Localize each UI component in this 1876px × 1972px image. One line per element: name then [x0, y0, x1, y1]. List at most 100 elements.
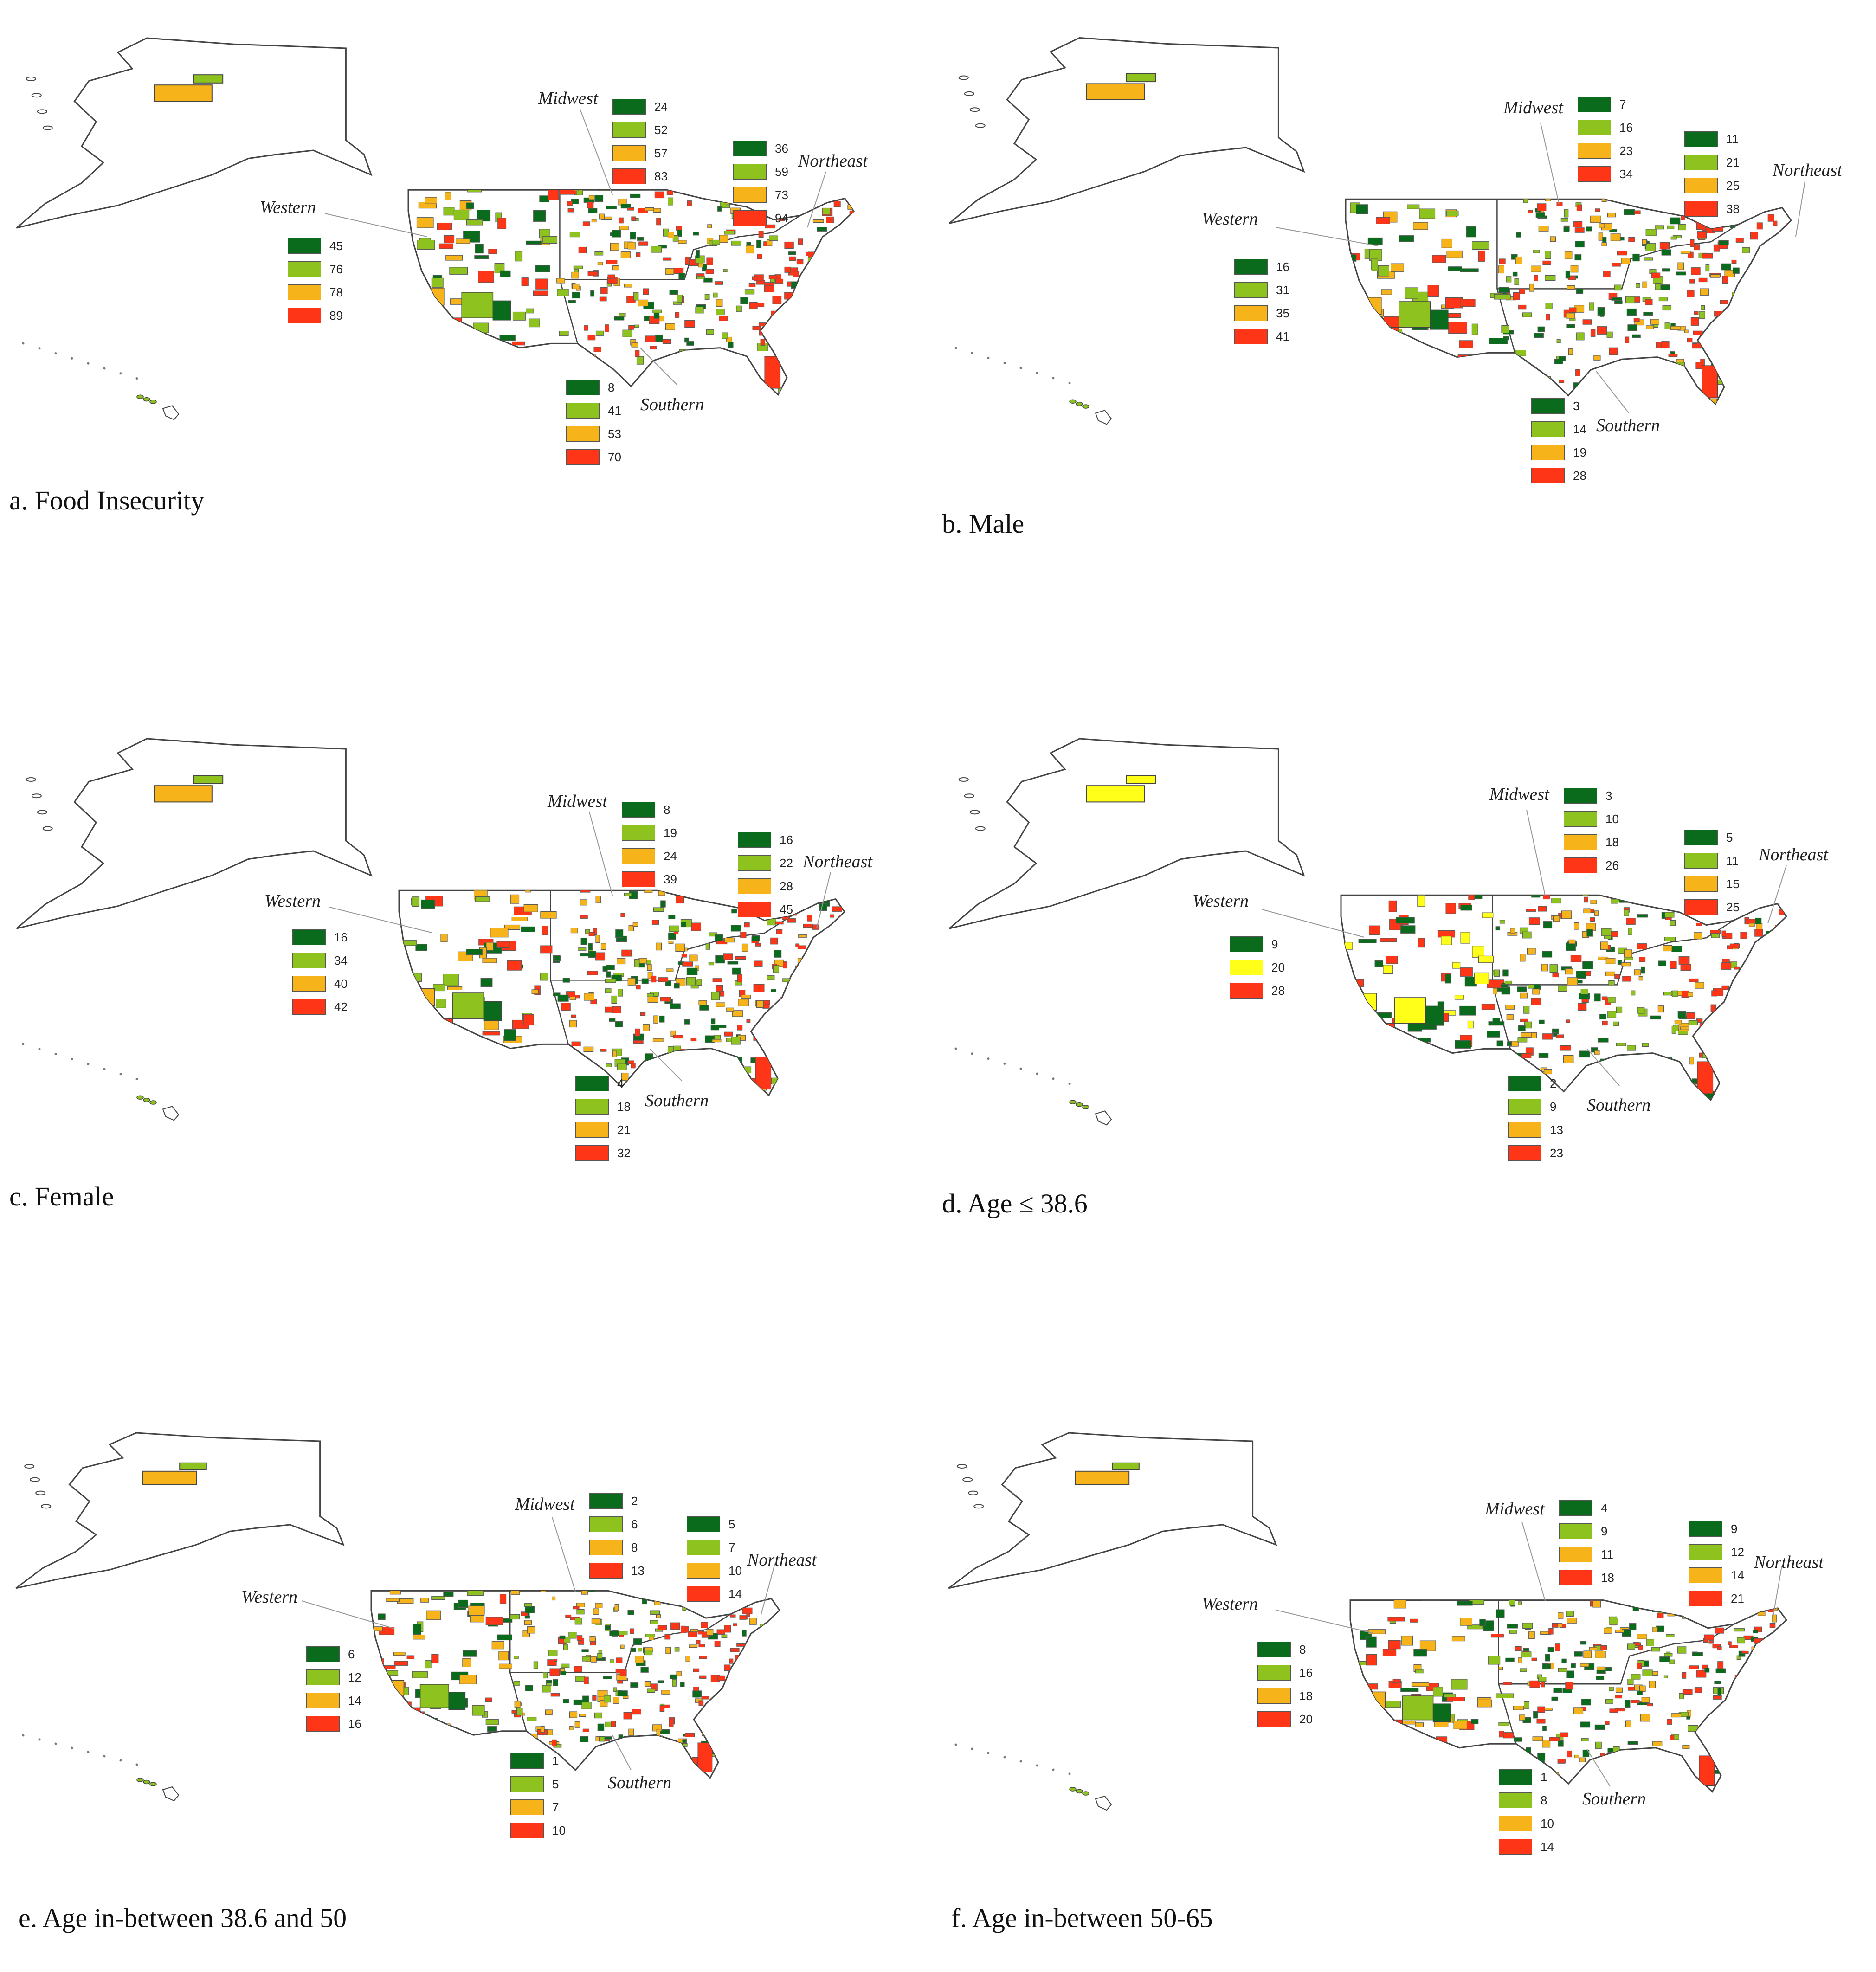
county [1502, 406, 1507, 408]
county [1407, 1773, 1418, 1780]
county [572, 292, 580, 299]
county [1641, 1056, 1648, 1060]
county [807, 340, 814, 348]
county [678, 273, 685, 279]
legend-row: 83 [612, 165, 673, 188]
alaska-island [41, 1504, 52, 1509]
county [748, 283, 756, 287]
county [1637, 1690, 1643, 1695]
county [708, 962, 715, 966]
county [1364, 1086, 1378, 1091]
legend-value: 8 [1299, 1642, 1306, 1656]
legend-value: 6 [348, 1647, 355, 1661]
county [561, 1003, 571, 1011]
legend-swatch [622, 825, 655, 841]
county [1614, 284, 1622, 291]
county [1741, 1741, 1749, 1747]
region-label-western: Western [1202, 209, 1258, 229]
county [442, 1757, 460, 1769]
county [1697, 231, 1707, 239]
county [1395, 917, 1415, 924]
region-label-midwest: Midwest [1485, 1499, 1545, 1519]
county [1628, 928, 1632, 935]
county [711, 992, 720, 1000]
legend-row: 18 [1564, 831, 1624, 854]
legend-swatch [1684, 178, 1718, 193]
county [793, 271, 799, 277]
county [1522, 1623, 1533, 1629]
county [817, 227, 827, 232]
county [578, 947, 587, 951]
county [1427, 285, 1439, 297]
county [740, 1066, 752, 1073]
county [725, 1683, 730, 1688]
county [627, 1610, 634, 1615]
county [497, 218, 507, 229]
county [1772, 1679, 1778, 1687]
legend-row: 15 [1684, 872, 1745, 896]
legend-swatch [1559, 1547, 1592, 1562]
county [1746, 1756, 1751, 1762]
county [1737, 1637, 1745, 1644]
legend-swatch [1499, 1816, 1532, 1831]
county [1505, 1657, 1515, 1662]
county [527, 1717, 537, 1721]
county [650, 1620, 658, 1624]
county [1559, 380, 1565, 383]
county [1615, 1695, 1623, 1699]
legend-value: 11 [1726, 853, 1739, 868]
county [568, 1632, 577, 1639]
county [1661, 284, 1670, 290]
county [1415, 1669, 1424, 1674]
county [546, 1680, 552, 1683]
county [1729, 943, 1740, 948]
county [1538, 1677, 1547, 1682]
county [1760, 387, 1766, 393]
county [730, 925, 741, 932]
county [585, 1761, 591, 1769]
county [1594, 910, 1599, 916]
county [1714, 1681, 1721, 1684]
county [808, 279, 813, 286]
legend-row: 7 [1578, 93, 1638, 116]
county [1725, 1760, 1730, 1766]
county [838, 891, 845, 897]
county [553, 992, 561, 996]
legend-swatch [1684, 131, 1718, 147]
county [719, 376, 728, 384]
county [1726, 1786, 1733, 1792]
county [1779, 321, 1785, 325]
county [665, 1647, 671, 1654]
legend-row: 6 [306, 1643, 367, 1666]
legend-swatch [292, 953, 326, 968]
county [1755, 1737, 1760, 1741]
county [1761, 896, 1768, 902]
county [587, 201, 594, 209]
legend-value: 16 [780, 832, 793, 847]
county [587, 271, 598, 276]
county [699, 350, 706, 354]
legend-northeast: 5 7 10 14 [687, 1513, 747, 1605]
county [1641, 1697, 1650, 1703]
legend-row: 73 [733, 183, 793, 206]
county [673, 268, 684, 274]
county [1755, 957, 1762, 962]
county [723, 269, 728, 272]
county [516, 1094, 531, 1096]
alaska-island [969, 107, 980, 112]
county [1753, 1097, 1761, 1100]
legend-western: 9 20 28 [1230, 933, 1290, 1002]
legend-row: 39 [622, 868, 682, 891]
county [1537, 1753, 1546, 1761]
county [698, 1644, 705, 1648]
county [744, 1692, 751, 1695]
legend-southern: 1 8 10 14 [1499, 1766, 1559, 1858]
hawaii-islet [1052, 1077, 1055, 1080]
county [1460, 299, 1476, 307]
legend-row: 24 [622, 844, 682, 868]
legend-swatch [622, 802, 655, 818]
county [1740, 1090, 1747, 1095]
legend-row: 14 [306, 1689, 367, 1712]
county [1351, 1692, 1368, 1704]
hawaii-islet [971, 1747, 973, 1750]
